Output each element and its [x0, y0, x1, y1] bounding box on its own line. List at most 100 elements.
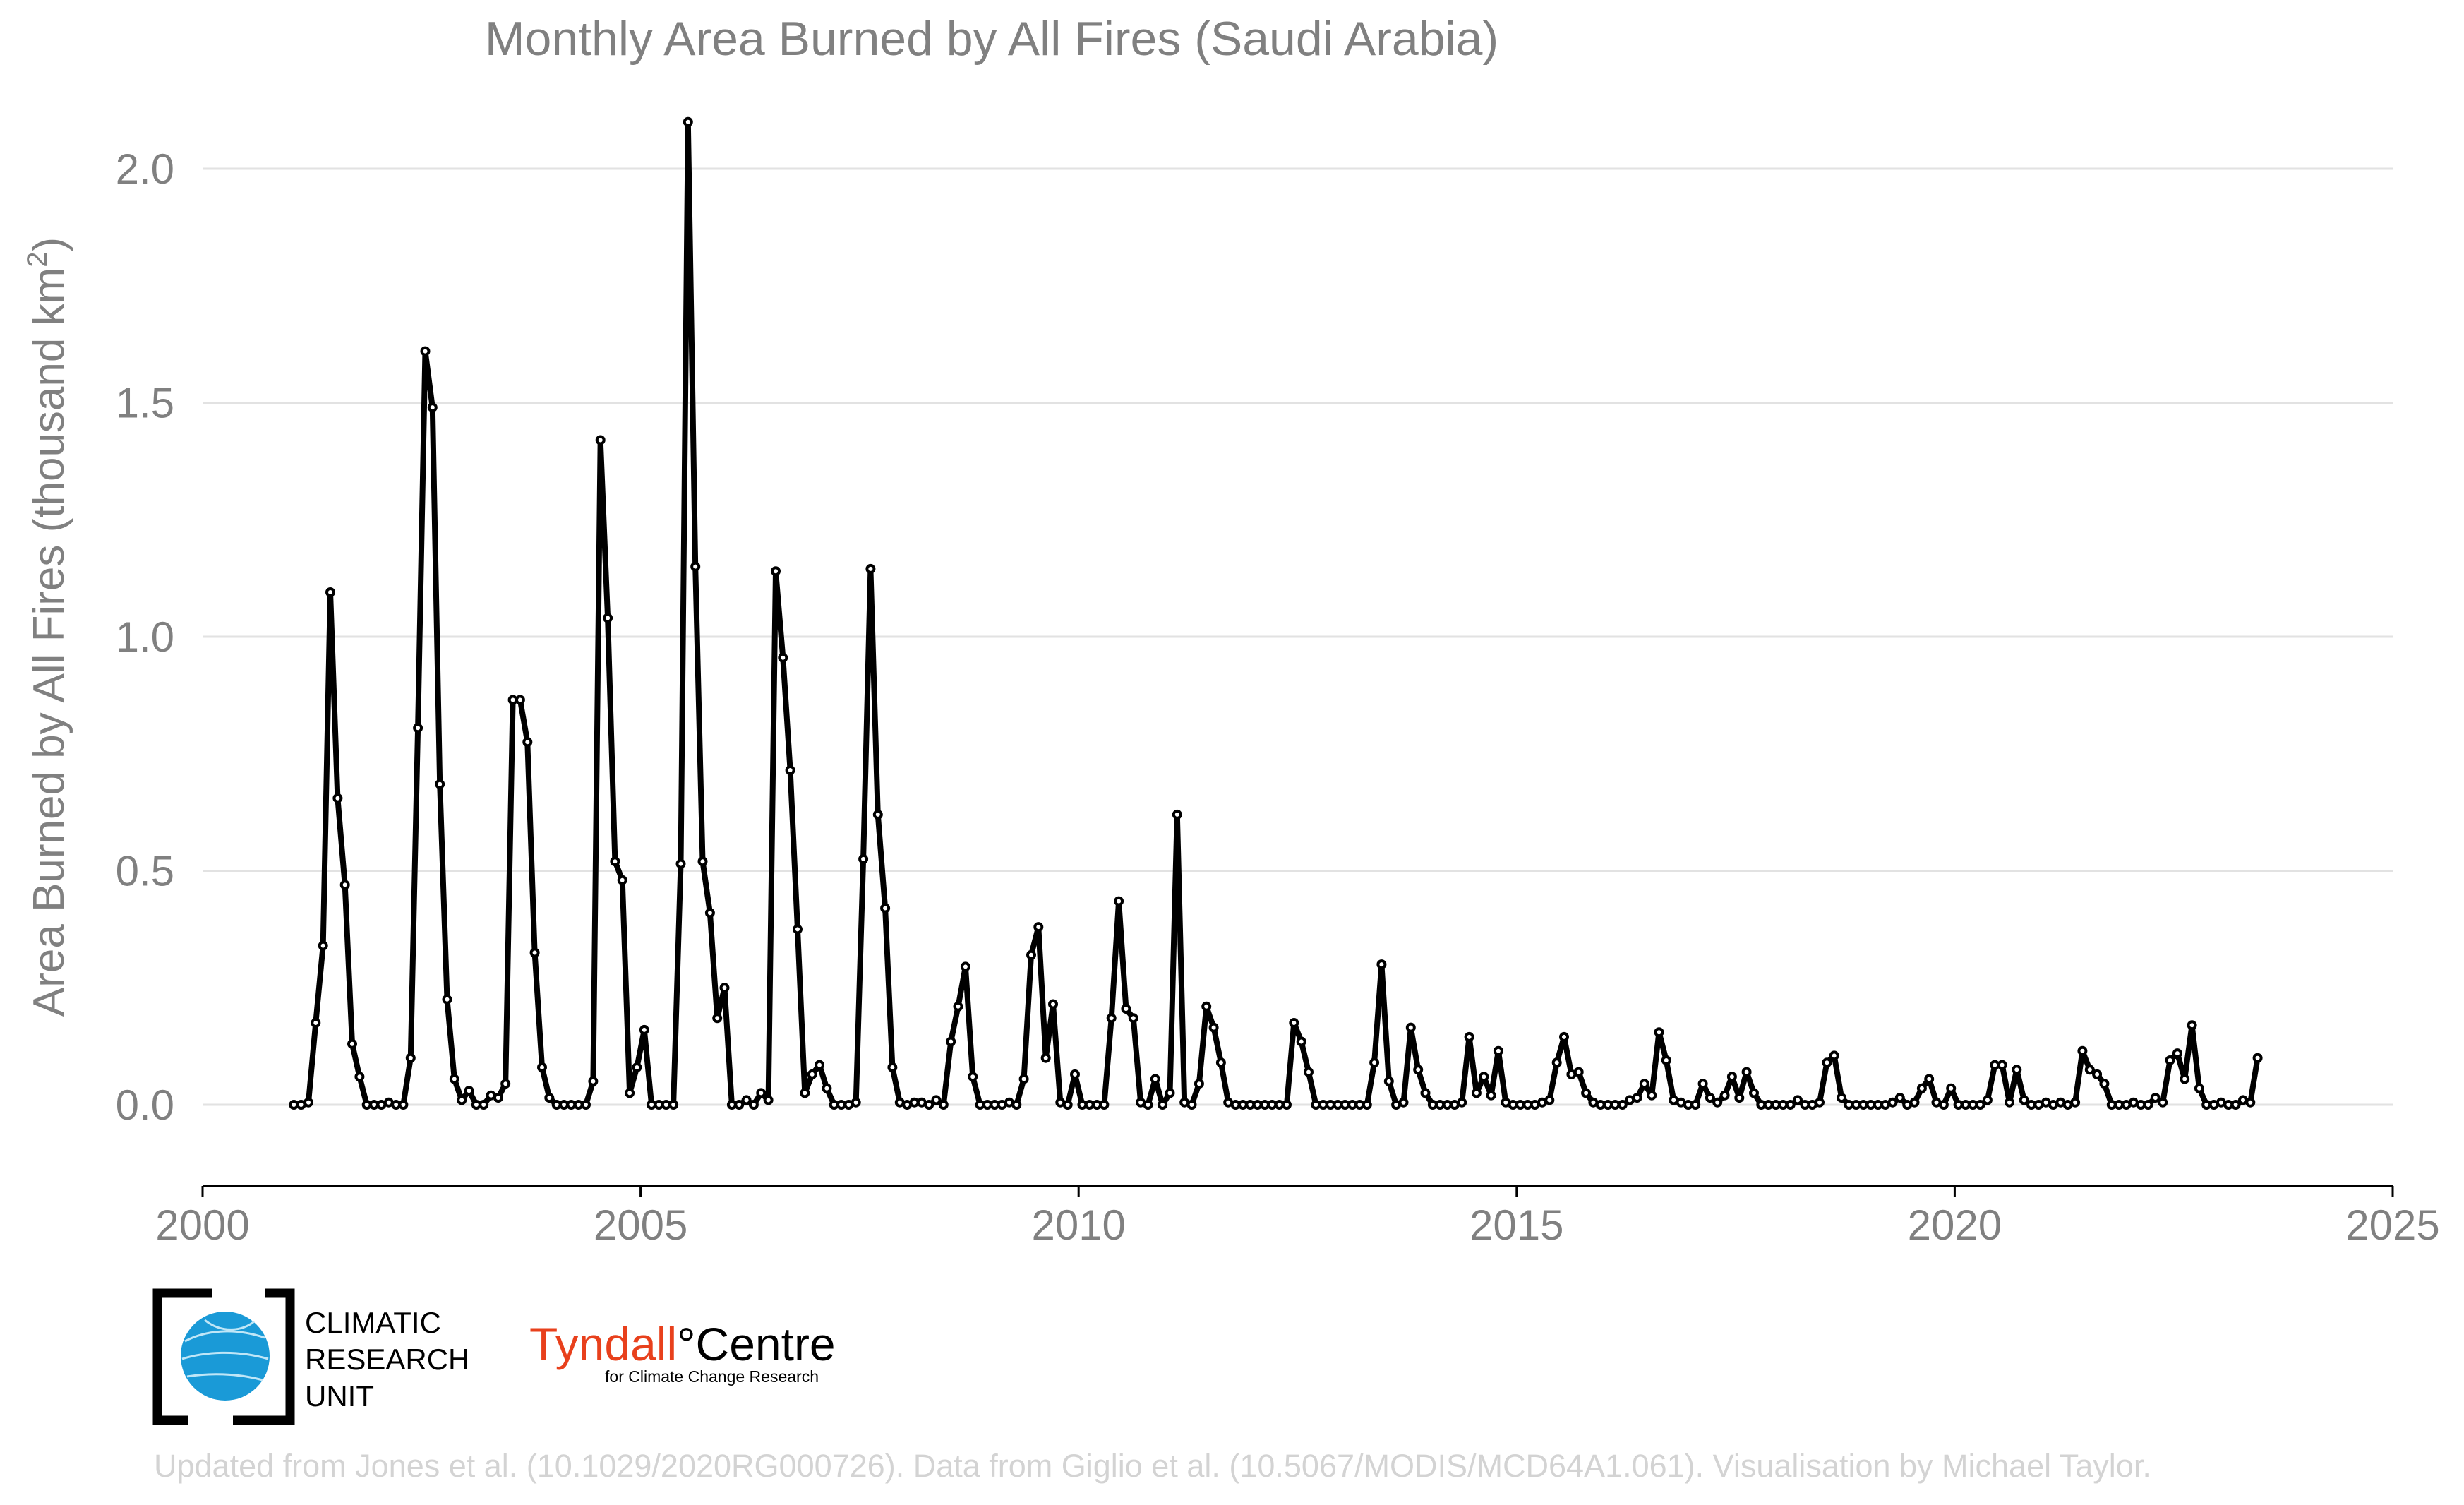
x-tick-label: 2010: [1031, 1201, 1125, 1249]
data-point: [500, 1079, 511, 1089]
data-point: [1208, 1022, 1219, 1033]
data-point: [872, 809, 883, 820]
data-point: [822, 1083, 832, 1093]
y-tick-label: 1.5: [116, 380, 174, 427]
svg-text:Tyndall°Centre: Tyndall°Centre: [529, 1318, 836, 1370]
data-point: [1551, 1057, 1562, 1068]
data-point: [449, 1074, 459, 1084]
data-point: [1471, 1088, 1482, 1098]
data-point: [1383, 1076, 1394, 1086]
data-point: [515, 695, 525, 705]
data-point: [413, 723, 423, 733]
data-point: [1997, 1060, 2007, 1070]
data-point: [968, 1072, 978, 1082]
data-point: [1909, 1097, 1920, 1108]
data-point: [354, 1072, 365, 1082]
data-point: [2165, 1055, 2175, 1065]
gridlines: [203, 167, 2393, 1106]
data-point: [1785, 1100, 1796, 1110]
data-point: [2252, 1053, 2263, 1063]
data-point: [1924, 1074, 1935, 1084]
data-point: [1632, 1093, 1642, 1103]
data-point: [2187, 1020, 2197, 1031]
plot-area: [289, 116, 2263, 1110]
y-tick-label: 1.0: [116, 613, 174, 661]
data-point: [704, 908, 715, 918]
data-point: [522, 737, 533, 748]
data-point: [880, 903, 891, 913]
data-point: [1975, 1100, 1985, 1110]
data-point: [1894, 1093, 1905, 1103]
data-point: [311, 1018, 321, 1028]
x-tick-label: 2000: [155, 1201, 249, 1249]
data-point: [763, 1095, 774, 1105]
cru-logo-line2: RESEARCH: [305, 1343, 469, 1376]
data-point: [1172, 809, 1182, 820]
data-point: [2099, 1079, 2110, 1089]
data-point: [1793, 1095, 1803, 1105]
data-point: [2158, 1097, 2168, 1108]
data-point: [632, 1062, 642, 1072]
data-point: [603, 613, 613, 623]
data-point: [1099, 1100, 1110, 1110]
data-point: [800, 1088, 810, 1098]
data-point: [931, 1095, 942, 1105]
credit-line: Updated from Jones et al. (10.1029/2020R…: [154, 1448, 2151, 1484]
data-point: [1405, 1022, 1416, 1033]
data-point: [1289, 1018, 1299, 1028]
data-point: [1815, 1097, 1825, 1108]
data-point: [851, 1097, 861, 1108]
data-point: [1661, 1055, 1671, 1065]
data-point: [953, 1001, 963, 1012]
data-point: [1647, 1090, 1657, 1101]
data-point: [1215, 1057, 1226, 1068]
data-point: [427, 402, 438, 413]
data-point: [2084, 1065, 2095, 1075]
tyndall-logo-degree: °: [677, 1318, 695, 1370]
data-point: [690, 561, 701, 572]
data-point: [537, 1062, 547, 1072]
data-point: [1143, 1100, 1153, 1110]
data-point: [1457, 1097, 1467, 1108]
data-point: [2077, 1045, 2088, 1056]
data-point: [1719, 1090, 1730, 1101]
data-point: [339, 880, 350, 890]
data-point: [405, 1053, 416, 1063]
series-line: [294, 119, 2261, 1108]
data-point: [2092, 1069, 2103, 1079]
data-point: [1741, 1067, 1752, 1077]
data-point: [1186, 1100, 1197, 1110]
data-points: [289, 116, 2263, 1110]
data-point: [1938, 1100, 1949, 1110]
data-point: [544, 1093, 555, 1103]
data-point: [2143, 1100, 2153, 1110]
data-point: [318, 940, 328, 951]
data-point: [398, 1100, 409, 1110]
data-point: [756, 1088, 767, 1098]
data-point: [442, 994, 452, 1005]
data-point: [1158, 1100, 1168, 1110]
data-point: [1946, 1083, 1957, 1093]
data-point: [1201, 1001, 1212, 1012]
cru-logo-bracket-left: [152, 1288, 212, 1425]
data-point: [2005, 1097, 2014, 1108]
data-point: [1479, 1072, 1489, 1082]
data-point: [1040, 1053, 1051, 1063]
data-point: [815, 1060, 824, 1070]
data-point: [1654, 1027, 1664, 1038]
cru-logo-line1: CLIMATIC: [305, 1306, 441, 1339]
data-point: [1413, 1065, 1424, 1075]
data-point: [1420, 1088, 1431, 1098]
data-point: [1150, 1074, 1160, 1084]
data-point: [610, 856, 620, 867]
data-point: [625, 1088, 635, 1098]
x-axis-ticks: 2000 2005 2010 2015 2020 2025: [155, 1186, 2440, 1249]
data-point: [675, 858, 686, 869]
data-point: [1033, 922, 1044, 933]
data-point: [1573, 1067, 1584, 1077]
data-point: [332, 793, 343, 803]
data-point: [668, 1100, 679, 1110]
y-tick-label: 2.0: [116, 145, 174, 193]
data-point: [924, 1100, 934, 1110]
